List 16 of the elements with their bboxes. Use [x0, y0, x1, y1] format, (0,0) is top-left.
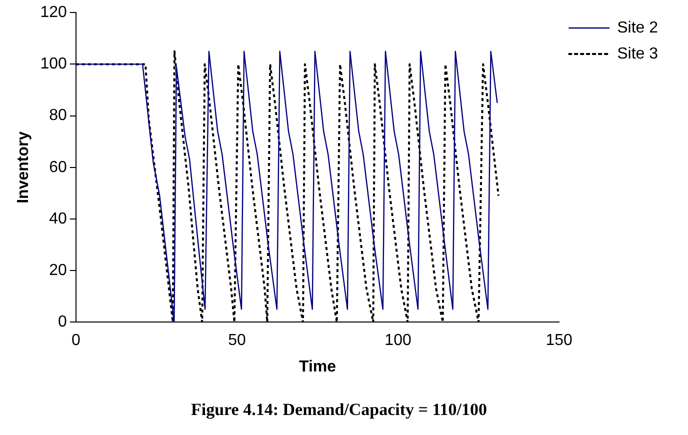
- x-tick-label: 100: [384, 332, 412, 350]
- x-tick-label: 50: [228, 332, 246, 350]
- y-tick-label: 100: [40, 56, 67, 73]
- y-tick-label: 20: [49, 262, 67, 280]
- x-axis-title: Time: [298, 358, 336, 376]
- x-tick-label: 0: [71, 332, 80, 350]
- y-axis-title: Inventory: [15, 131, 32, 204]
- y-tick-label: 60: [49, 158, 67, 176]
- y-tick-label: 40: [49, 210, 67, 228]
- y-tick-label: 120: [40, 4, 67, 22]
- x-tick-label: 150: [546, 332, 573, 350]
- legend-label: Site 3: [617, 45, 658, 62]
- legend-label: Site 2: [617, 19, 658, 36]
- text: Figure 4.14: Demand/Capacity = 110/100: [190, 400, 488, 420]
- y-tick-label: 80: [49, 107, 67, 124]
- y-tick-label: 0: [58, 314, 67, 331]
